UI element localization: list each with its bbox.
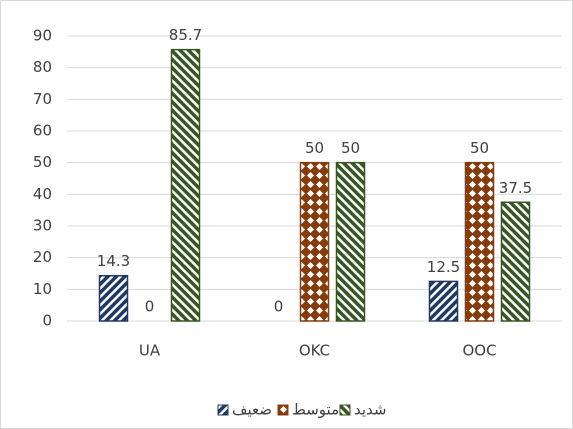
bar (428, 280, 459, 322)
y-tick-label: 0 (42, 312, 52, 330)
y-tick-label: 90 (33, 27, 52, 45)
legend-swatch (277, 404, 289, 416)
y-tick-label: 70 (33, 90, 52, 108)
data-label: 50 (305, 139, 324, 157)
data-label: 12.5 (427, 258, 460, 276)
y-tick-label: 10 (33, 280, 52, 298)
bar (464, 161, 495, 322)
y-tick-label: 40 (33, 185, 52, 203)
data-label: 37.5 (499, 179, 532, 197)
legend-swatch (217, 404, 229, 416)
legend-label: شديد (354, 401, 387, 419)
data-label: 0 (145, 298, 155, 316)
x-tick-label: UA (139, 342, 161, 360)
bar (170, 48, 201, 322)
bar (98, 274, 129, 322)
x-tick-label: OOC (462, 342, 496, 360)
y-tick-label: 50 (33, 153, 52, 171)
y-tick-label: 80 (33, 58, 52, 76)
bar (299, 161, 330, 322)
data-label: 50 (341, 139, 360, 157)
data-label: 14.3 (97, 252, 130, 270)
data-label: 0 (274, 298, 284, 316)
bar (335, 161, 366, 322)
data-label: 50 (470, 139, 489, 157)
x-tick-label: OKC (299, 342, 330, 360)
y-tick-label: 30 (33, 217, 52, 235)
data-label: 85.7 (169, 26, 202, 44)
legend-label: ضعيف (232, 401, 272, 419)
y-tick-label: 20 (33, 248, 52, 266)
legend-swatch (339, 404, 351, 416)
bar (500, 201, 531, 322)
legend-label: متوسط (292, 401, 339, 419)
y-tick-label: 60 (33, 122, 52, 140)
